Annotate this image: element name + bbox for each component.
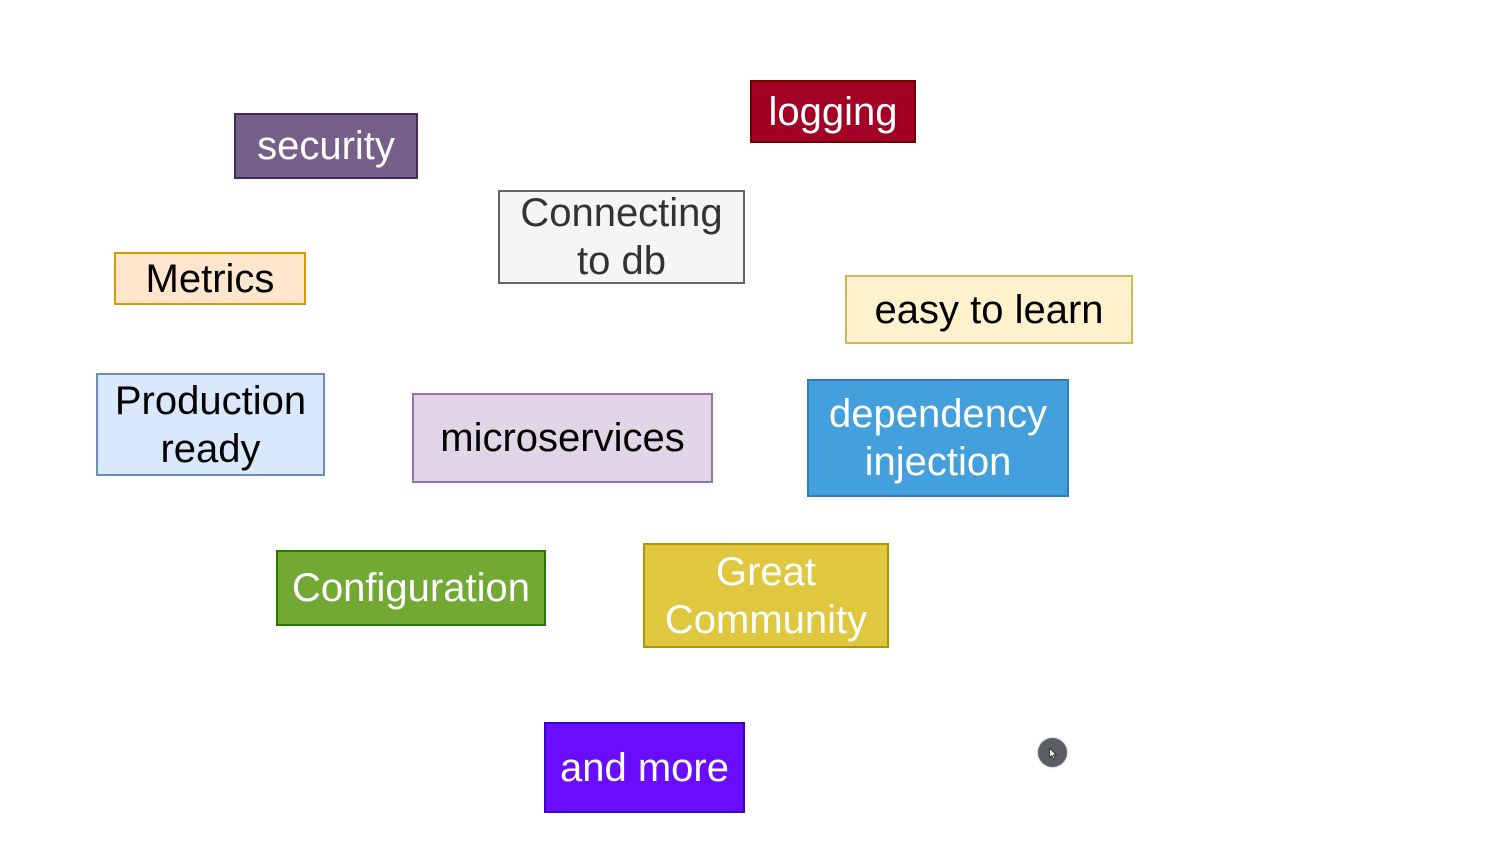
cursor-arrow-icon (1049, 748, 1058, 760)
dependency-injection-tag: dependency injection (807, 379, 1069, 497)
and-more-label: and more (560, 745, 729, 790)
community-label-line-1: Great (715, 549, 817, 594)
community-label-line-2: Community (664, 597, 868, 642)
microservices-label: microservices (440, 416, 685, 460)
production-label-line-2: ready (160, 426, 261, 471)
configuration-label: Configuration (292, 566, 530, 610)
production-ready-tag: Production ready (96, 373, 325, 476)
production-label-line-1: Production (114, 378, 307, 423)
logging-label: logging (768, 89, 898, 134)
security-tag: security (234, 113, 418, 179)
dependency-label-line-2: injection (864, 440, 1012, 484)
connecting-label-line-2: to db (577, 239, 666, 283)
easy-to-learn-label: easy to learn (874, 287, 1104, 332)
pointer-cursor-icon (1038, 738, 1067, 767)
connecting-to-db-tag: Connecting to db (498, 190, 745, 284)
security-label: security (257, 124, 395, 168)
logging-tag: logging (750, 80, 916, 143)
connecting-label-line-1: Connecting (520, 191, 723, 235)
metrics-label: Metrics (145, 256, 275, 301)
dependency-label-line-1: dependency (829, 392, 1047, 436)
easy-to-learn-tag: easy to learn (845, 275, 1133, 344)
and-more-tag: and more (544, 722, 745, 813)
great-community-tag: Great Community (643, 543, 889, 648)
microservices-tag: microservices (412, 393, 713, 483)
metrics-tag: Metrics (114, 252, 306, 305)
configuration-tag: Configuration (276, 550, 546, 626)
